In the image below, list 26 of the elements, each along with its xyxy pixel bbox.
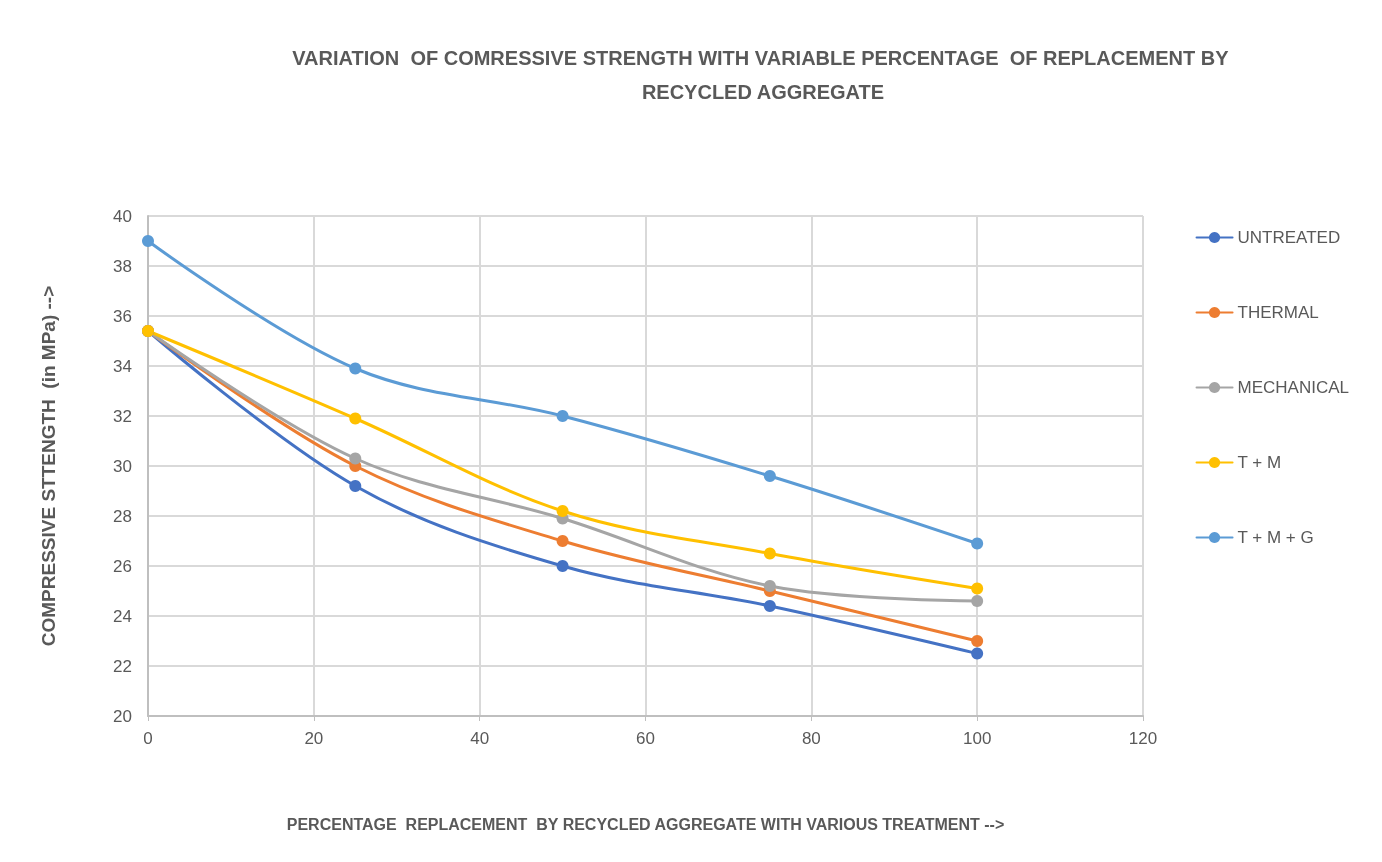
y-tick-label: 28 xyxy=(113,506,132,526)
legend-label: THERMAL xyxy=(1237,303,1319,322)
x-tick-label: 20 xyxy=(304,729,324,748)
y-tick-label: 30 xyxy=(113,456,132,476)
x-tick-label: 120 xyxy=(1128,729,1158,748)
y-axis-title: COMPRESSIVE STTENGTH (in MPa) --> xyxy=(38,285,59,647)
y-tick-label: 26 xyxy=(113,556,132,576)
y-tick-label: 24 xyxy=(113,606,132,626)
y-tick-label: 36 xyxy=(113,306,132,326)
y-tick-label: 34 xyxy=(113,356,132,376)
y-tick-label: 40 xyxy=(113,206,132,226)
legend-label: T + M xyxy=(1237,453,1282,472)
x-tick-label: 40 xyxy=(470,729,490,748)
x-tick-label: 60 xyxy=(636,729,655,748)
x-tick-label: 80 xyxy=(801,729,821,748)
y-tick-label: 32 xyxy=(113,406,132,426)
y-tick-label: 38 xyxy=(113,256,132,276)
legend-label: UNTREATED xyxy=(1237,228,1341,247)
x-axis-title: PERCENTAGE REPLACEMENT BY RECYCLED AGGREGATE WITH VARIOUS TREATMENT --> xyxy=(286,815,1005,833)
x-tick-label: 0 xyxy=(143,729,153,748)
legend-label: T + M + G xyxy=(1237,528,1314,547)
chart-title: VARIATION OF COMRESSIVE STRENGTH WITH VARIABLE PERCENTAGE OF REPLACEMENT BY RECYCLED AGGREGATE xyxy=(292,47,1234,103)
legend-label: MECHANICAL xyxy=(1237,378,1350,397)
y-tick-label: 22 xyxy=(113,656,132,676)
x-tick-label: 100 xyxy=(962,729,992,748)
y-tick-label: 20 xyxy=(113,706,132,726)
